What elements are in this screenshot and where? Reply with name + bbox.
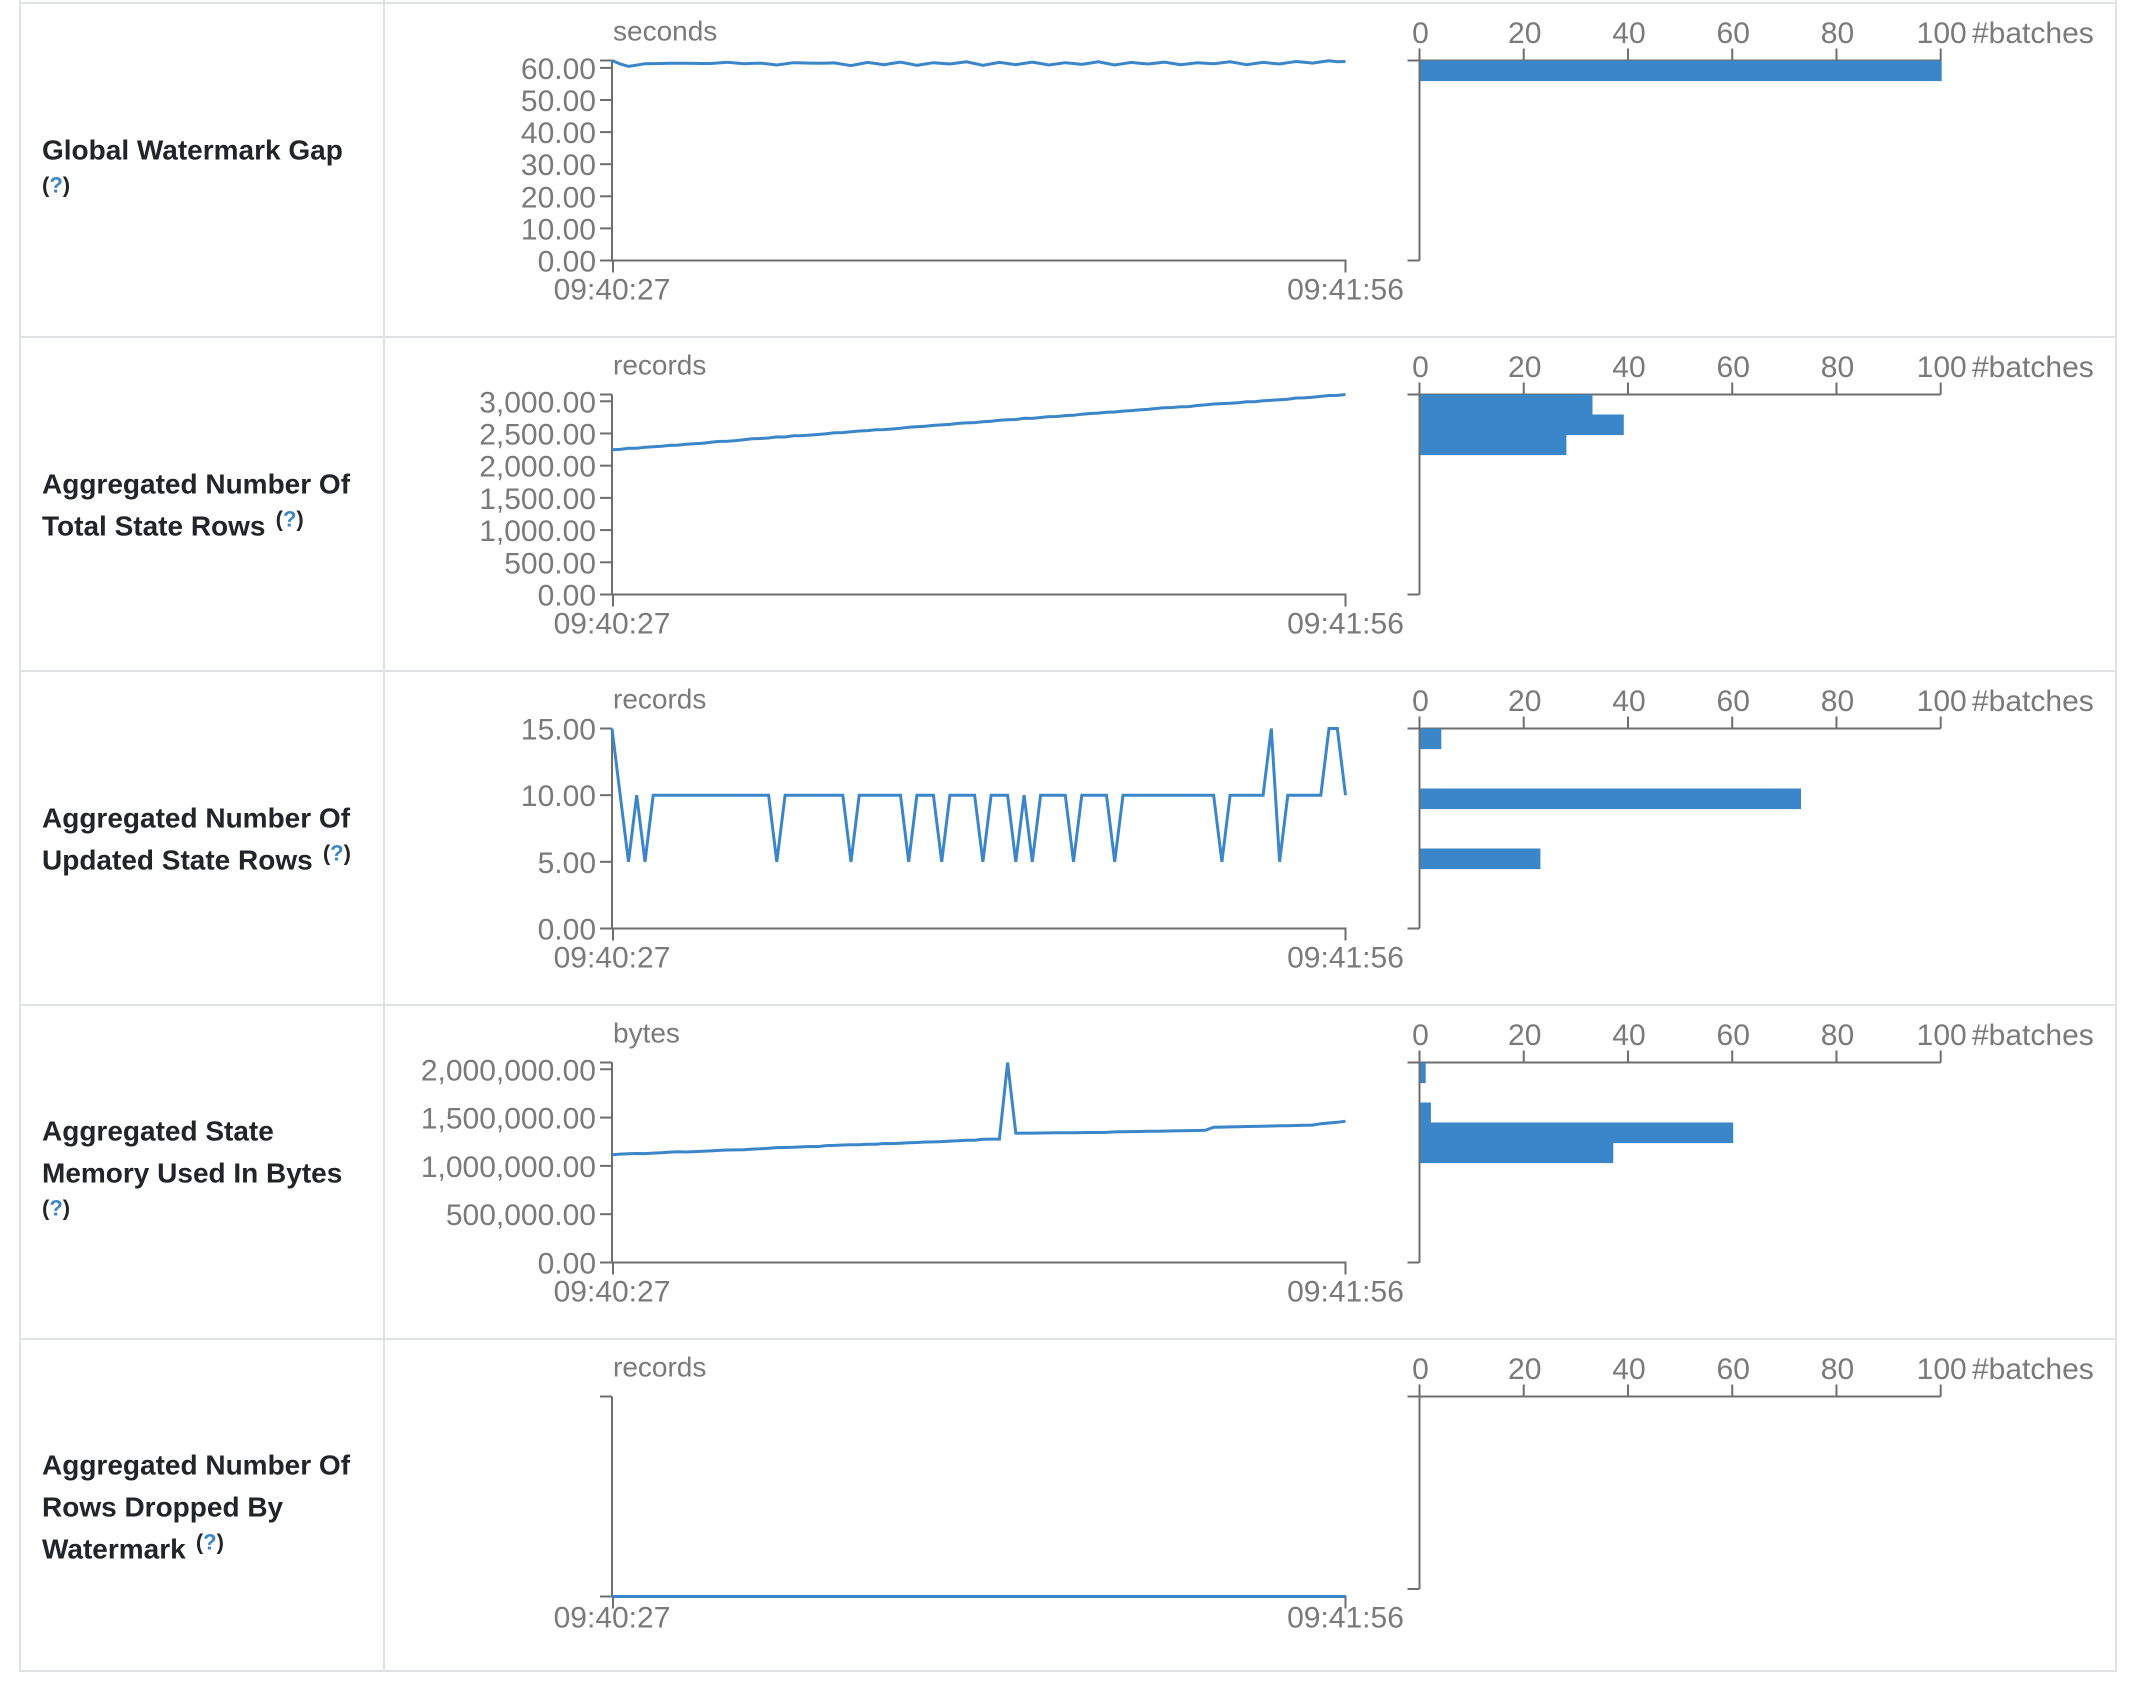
svg-text:20: 20 [1508,17,1541,50]
svg-text:60.00: 60.00 [521,53,596,86]
svg-text:09:40:27: 09:40:27 [554,1602,671,1635]
svg-text:50.00: 50.00 [521,85,596,118]
svg-text:2,000,000.00: 2,000,000.00 [421,1054,596,1087]
svg-text:1,500,000.00: 1,500,000.00 [421,1103,596,1136]
svg-text:100: 100 [1917,1019,1967,1052]
svg-text:500,000.00: 500,000.00 [446,1199,596,1232]
svg-text:0.00: 0.00 [538,1248,596,1281]
svg-text:Aggregated Number Of: Aggregated Number Of [42,803,351,834]
svg-text:#batches: #batches [1972,685,2094,718]
svg-text:80: 80 [1821,1019,1854,1052]
svg-text:0: 0 [1412,1019,1429,1052]
svg-text:09:40:27: 09:40:27 [554,1276,671,1309]
svg-text:100: 100 [1917,685,1967,718]
svg-text:09:40:27: 09:40:27 [554,608,671,641]
svg-text:Memory Used In Bytes: Memory Used In Bytes [42,1158,342,1189]
svg-text:seconds: seconds [613,16,717,47]
svg-text:60: 60 [1717,1019,1750,1052]
svg-text:09:41:56: 09:41:56 [1287,942,1404,975]
svg-text:60: 60 [1717,685,1750,718]
svg-text:#batches: #batches [1972,1353,2094,1386]
svg-text:0: 0 [1412,351,1429,384]
svg-text:09:40:27: 09:40:27 [554,274,671,307]
svg-text:2,500.00: 2,500.00 [479,418,596,451]
svg-text:80: 80 [1821,685,1854,718]
svg-text:100: 100 [1917,351,1967,384]
svg-text:Aggregated Number Of: Aggregated Number Of [42,1450,351,1481]
svg-text:100: 100 [1917,17,1967,50]
svg-text:40: 40 [1612,17,1645,50]
svg-text:60: 60 [1717,17,1750,50]
svg-text:40: 40 [1612,351,1645,384]
svg-text:3,000.00: 3,000.00 [479,386,596,419]
svg-text:0: 0 [1412,685,1429,718]
svg-text:2,000.00: 2,000.00 [479,451,596,484]
svg-text:20.00: 20.00 [521,181,596,214]
svg-text:0: 0 [1412,17,1429,50]
svg-text:Aggregated Number Of: Aggregated Number Of [42,469,351,500]
svg-text:Aggregated State: Aggregated State [42,1116,274,1147]
svg-text:60: 60 [1717,1353,1750,1386]
svg-text:1,500.00: 1,500.00 [479,483,596,516]
svg-text:100: 100 [1917,1353,1967,1386]
svg-text:80: 80 [1821,17,1854,50]
svg-text:Rows Dropped By: Rows Dropped By [42,1492,284,1523]
svg-text:09:40:27: 09:40:27 [554,942,671,975]
svg-text:0.00: 0.00 [538,914,596,947]
svg-text:0.00: 0.00 [538,246,596,279]
svg-text:80: 80 [1821,1353,1854,1386]
svg-text:09:41:56: 09:41:56 [1287,608,1404,641]
svg-text:#batches: #batches [1972,1019,2094,1052]
svg-text:20: 20 [1508,685,1541,718]
svg-text:60: 60 [1717,351,1750,384]
svg-text:#batches: #batches [1972,351,2094,384]
svg-text:40: 40 [1612,685,1645,718]
svg-text:bytes: bytes [613,1018,680,1049]
svg-text:Total State Rows (?): Total State Rows (?) [42,507,304,542]
svg-text:09:41:56: 09:41:56 [1287,1602,1404,1635]
svg-text:#batches: #batches [1972,17,2094,50]
svg-text:Global Watermark Gap: Global Watermark Gap [42,135,343,166]
svg-text:09:41:56: 09:41:56 [1287,1276,1404,1309]
svg-text:20: 20 [1508,351,1541,384]
svg-text:10.00: 10.00 [521,780,596,813]
svg-text:0.00: 0.00 [538,580,596,613]
svg-text:(?): (?) [42,173,70,198]
svg-text:(?): (?) [42,1196,70,1221]
svg-text:0: 0 [1412,1353,1429,1386]
svg-text:40: 40 [1612,1019,1645,1052]
svg-text:records: records [613,684,706,715]
svg-text:500.00: 500.00 [504,547,596,580]
svg-text:Watermark (?): Watermark (?) [42,1530,224,1565]
svg-text:40.00: 40.00 [521,117,596,150]
svg-text:20: 20 [1508,1353,1541,1386]
svg-text:5.00: 5.00 [538,847,596,880]
svg-text:20: 20 [1508,1019,1541,1052]
svg-text:records: records [613,350,706,381]
svg-text:40: 40 [1612,1353,1645,1386]
svg-text:10.00: 10.00 [521,213,596,246]
svg-text:09:41:56: 09:41:56 [1287,274,1404,307]
svg-text:1,000.00: 1,000.00 [479,515,596,548]
svg-text:15.00: 15.00 [521,714,596,747]
svg-text:1,000,000.00: 1,000,000.00 [421,1151,596,1184]
svg-text:records: records [613,1352,706,1383]
svg-text:30.00: 30.00 [521,149,596,182]
svg-text:Updated State Rows (?): Updated State Rows (?) [42,841,351,876]
svg-text:80: 80 [1821,351,1854,384]
